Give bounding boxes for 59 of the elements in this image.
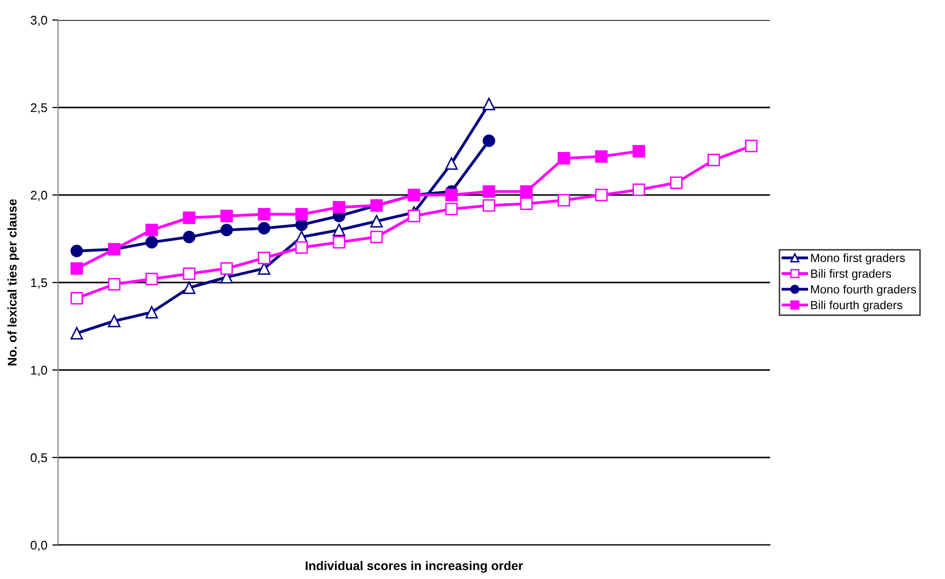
x-axis-title: Individual scores in increasing order (306, 560, 523, 573)
point (370, 230, 383, 244)
y-axis-title: No. of lexical ties per clause (7, 199, 20, 366)
point (445, 188, 458, 202)
y-tick-label: 1,0 (31, 366, 48, 376)
point (370, 215, 383, 228)
point (220, 262, 233, 275)
point (332, 236, 346, 248)
point (70, 244, 83, 258)
point (745, 140, 758, 152)
point (295, 241, 308, 254)
point (708, 154, 720, 166)
point (70, 262, 83, 275)
y-tick-label: 0,0 (30, 540, 48, 552)
point (182, 230, 196, 244)
legend-label: Bili first graders (811, 269, 892, 280)
point (332, 224, 346, 236)
point (182, 268, 196, 280)
point (670, 176, 683, 189)
point (595, 188, 608, 202)
point (520, 198, 533, 210)
point (595, 150, 608, 163)
legend-label: Mono fourth graders (811, 284, 916, 296)
legend-label: Bili fourth graders (811, 300, 902, 312)
point (632, 145, 646, 158)
point (182, 282, 196, 294)
y-tick-label: 2,5 (30, 103, 48, 114)
point (145, 224, 158, 236)
point (558, 152, 570, 164)
point (445, 157, 458, 170)
point (258, 222, 270, 234)
point (108, 278, 120, 290)
point (145, 236, 158, 248)
point (482, 98, 496, 110)
y-tick-label: 0,5 (30, 453, 48, 464)
point (145, 272, 158, 286)
point (145, 306, 158, 318)
point (220, 224, 233, 236)
point (632, 184, 646, 196)
point (445, 202, 458, 216)
point (295, 208, 308, 220)
point (482, 134, 496, 147)
point (108, 314, 120, 328)
point (520, 185, 533, 198)
legend-label: Mono first graders (811, 253, 905, 264)
point (408, 210, 420, 222)
point (70, 292, 83, 304)
point (182, 212, 196, 224)
point (258, 252, 270, 264)
point (332, 201, 346, 214)
y-tick-label: 3,0 (30, 16, 48, 26)
point (482, 185, 496, 198)
y-tick-label: 1,5 (31, 278, 48, 289)
point (558, 194, 570, 206)
point (482, 199, 496, 212)
point (258, 208, 270, 220)
point (70, 327, 83, 340)
y-tick-label: 2,0 (30, 190, 48, 202)
point (220, 210, 233, 222)
